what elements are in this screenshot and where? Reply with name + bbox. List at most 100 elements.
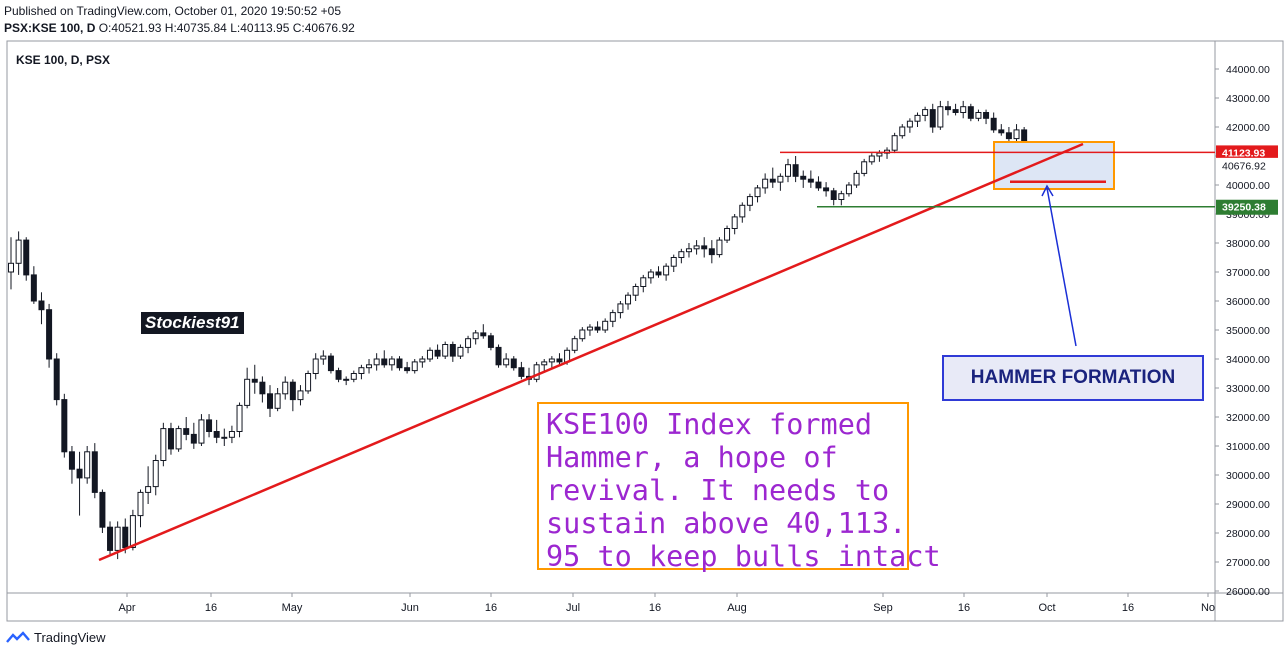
price-tag-label: 39250.38 [1222, 202, 1266, 214]
plot-frame [6, 40, 1284, 622]
candle-body [716, 239, 723, 256]
candle-body [785, 164, 791, 177]
candle-body [998, 129, 1005, 134]
candle-body [167, 428, 174, 450]
x-tick-label: Jul [566, 602, 580, 614]
candle-body [708, 248, 715, 256]
y-tick-label: 27000.00 [1226, 557, 1270, 569]
candle-body [236, 404, 243, 432]
candle-body [952, 109, 959, 113]
candle-body [510, 358, 517, 369]
candle-body [449, 344, 456, 357]
candle-body [99, 491, 106, 528]
candle-body [670, 257, 677, 267]
candle-body [160, 428, 167, 462]
candle-body [487, 335, 494, 348]
candle-body [899, 126, 906, 137]
candle-body [914, 114, 921, 122]
y-tick-label: 42000.00 [1226, 122, 1270, 134]
close-label: C: [292, 21, 305, 35]
x-tick-label: Oct [1038, 602, 1055, 614]
y-tick-label: 34000.00 [1226, 354, 1270, 366]
candle-body [381, 358, 388, 366]
candle-body [8, 262, 14, 273]
candle-body [366, 364, 373, 369]
candle-body [678, 251, 685, 258]
candle-body [602, 320, 609, 331]
candle-body [960, 106, 967, 113]
candle-body [358, 367, 365, 375]
candle-body [929, 109, 936, 128]
candle-body [91, 451, 98, 493]
candle-body [472, 332, 479, 340]
y-tick-label: 26000.00 [1226, 586, 1270, 598]
candle-body [541, 361, 548, 366]
candle-body [647, 271, 654, 279]
candle-body [137, 491, 144, 517]
price-axis: 26000.00 27000.00 28000.00 29000.00 30000.00… [1215, 64, 1270, 598]
y-tick-label: 31000.00 [1226, 441, 1270, 453]
candle-body [906, 120, 913, 128]
candle-body [823, 187, 830, 192]
candle-body [944, 106, 951, 111]
y-tick-label: 30000.00 [1226, 470, 1270, 482]
y-tick-label: 37000.00 [1226, 267, 1270, 279]
candle-body [228, 431, 235, 438]
candle-body [198, 419, 205, 444]
candle-body [830, 190, 837, 201]
candle-body [350, 373, 357, 380]
time-axis: Apr 16 May Jun 16 Jul 16 Aug Sep 16 Oct 16 No [118, 593, 1215, 614]
candle-body [38, 300, 45, 311]
candle-body [731, 216, 738, 229]
price-tag-label: 41123.93 [1222, 147, 1265, 159]
candle-body [411, 361, 418, 372]
candle-body [267, 393, 273, 409]
candle-body [853, 172, 860, 186]
x-tick-label: Aug [727, 602, 747, 614]
candle-body [426, 349, 433, 360]
candle-body [76, 468, 83, 479]
open-value: 40521.93 [111, 21, 162, 35]
y-tick-label: 43000.00 [1226, 93, 1270, 105]
candle-body [815, 181, 822, 189]
candle-body [434, 349, 441, 357]
candle-body [274, 393, 281, 409]
candle-body [396, 358, 403, 369]
note-line: Hammer, a hope of [546, 441, 838, 474]
annotations [98, 141, 1215, 562]
candle-body [701, 245, 708, 250]
candle-body [312, 358, 319, 374]
candle-body [548, 358, 555, 363]
candle-body [114, 526, 121, 551]
candle-body [571, 338, 578, 351]
candle-body [495, 346, 502, 366]
x-tick-label: 16 [485, 602, 497, 614]
high-label: H: [164, 21, 177, 35]
arrow-shaft [1046, 187, 1077, 347]
candle-body [533, 364, 540, 380]
high-value: 40735.84 [176, 21, 227, 35]
candle-body [465, 338, 472, 348]
candle-body [480, 332, 487, 337]
candle-body [876, 152, 883, 157]
x-tick-label: 16 [649, 602, 661, 614]
candle-body [739, 204, 746, 218]
candle-body [259, 381, 266, 395]
x-tick-label: Sep [873, 602, 893, 614]
candle-body [640, 277, 647, 287]
footer[interactable]: TradingView [6, 630, 106, 645]
candle-body [838, 193, 845, 200]
x-tick-label: 16 [958, 602, 970, 614]
candle-body [23, 239, 30, 276]
candle-body [107, 526, 114, 551]
candles [8, 100, 1050, 560]
candle-body [655, 271, 662, 276]
candle-body [30, 274, 37, 302]
candle-body [632, 286, 639, 296]
candle-body [289, 381, 296, 401]
pane-title: KSE 100, D, PSX [16, 53, 111, 67]
candle-body [990, 117, 997, 131]
candle-body [845, 184, 852, 195]
